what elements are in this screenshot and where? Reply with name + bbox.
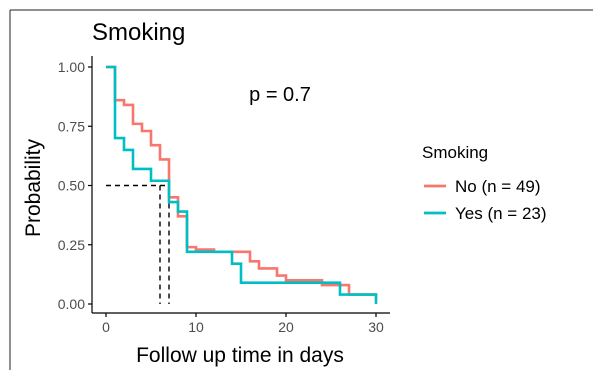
plot-area: 0 10 20 30 0.00 0.25 0.50 0.75 1.00 [58,56,390,335]
y-tick-label: 0.50 [58,178,85,194]
median-lines [106,184,170,304]
chart-title: Smoking [92,19,185,46]
p-value-annotation: p = 0.7 [249,84,311,106]
x-tick-label: 10 [188,319,204,335]
series-lines [106,65,378,304]
legend-entries: No (n = 49) Yes (n = 23) [424,177,547,223]
x-axis-ticks: 0 10 20 30 [102,313,384,335]
x-axis-label: Follow up time in days [136,344,344,367]
x-tick-label: 0 [102,319,110,335]
legend-title: Smoking [422,143,488,162]
legend-label-yes: Yes (n = 23) [455,204,547,223]
y-tick-label: 0.00 [58,296,85,312]
y-axis-label: Probability [22,138,45,237]
legend-label-no: No (n = 49) [455,177,541,196]
y-axis-ticks: 0.00 0.25 0.50 0.75 1.00 [58,59,92,312]
x-tick-label: 20 [278,319,294,335]
y-tick-label: 1.00 [58,59,85,75]
series-line-yes [106,65,378,304]
x-tick-label: 30 [368,319,384,335]
y-tick-label: 0.75 [58,118,85,134]
legend: Smoking No (n = 49) Yes (n = 23) [422,143,547,223]
y-tick-label: 0.25 [58,237,85,253]
